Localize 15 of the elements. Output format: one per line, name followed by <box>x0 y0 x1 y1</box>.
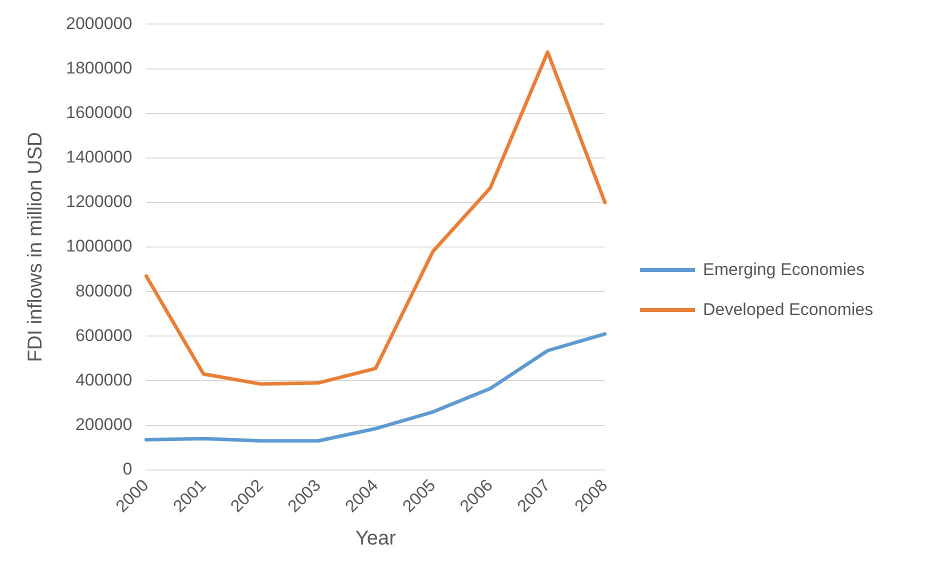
legend-label: Emerging Economies <box>703 259 865 281</box>
y-tick-label: 1600000 <box>66 103 132 122</box>
y-tick-label: 0 <box>122 460 132 479</box>
y-tick-label: 1000000 <box>66 236 132 256</box>
y-tick-label: 200000 <box>75 414 132 434</box>
legend-label: Developed Economies <box>703 299 874 321</box>
y-tick-label: 2000000 <box>66 14 132 33</box>
y-tick-label: 400000 <box>75 370 132 390</box>
y-tick-label: 1800000 <box>66 58 132 78</box>
y-tick-label: 1400000 <box>66 148 132 167</box>
y-tick-label: 1200000 <box>66 192 132 212</box>
x-axis-title: Year <box>355 528 396 550</box>
y-tick-label: 600000 <box>75 326 132 345</box>
y-tick-label: 800000 <box>75 281 132 300</box>
y-axis-title: FDI inflows in million USD <box>24 132 47 362</box>
